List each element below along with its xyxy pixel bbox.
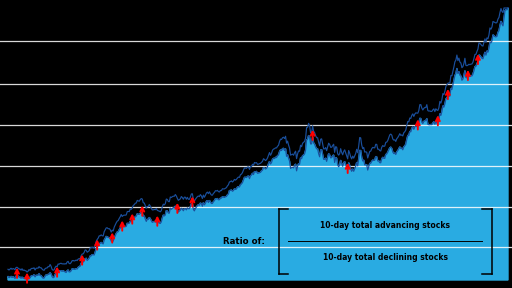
- Text: 10-day total declining stocks: 10-day total declining stocks: [323, 253, 448, 262]
- Text: Ratio of:: Ratio of:: [223, 237, 265, 246]
- Polygon shape: [8, 8, 508, 280]
- Text: 10-day total advancing stocks: 10-day total advancing stocks: [321, 221, 450, 230]
